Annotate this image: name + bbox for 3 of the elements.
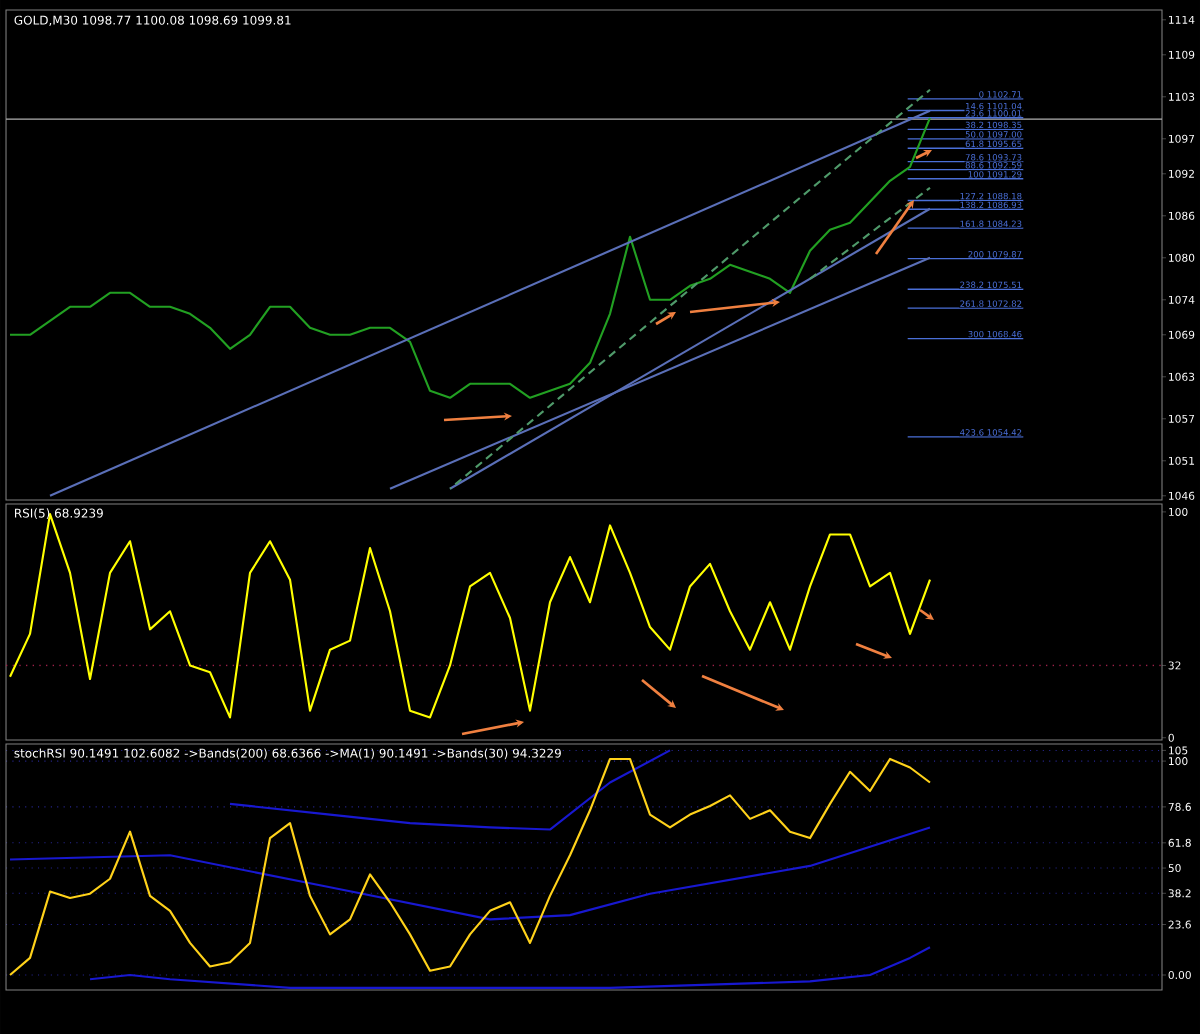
line-series <box>8 757 932 977</box>
line-series <box>8 826 932 921</box>
line-series <box>88 946 932 989</box>
